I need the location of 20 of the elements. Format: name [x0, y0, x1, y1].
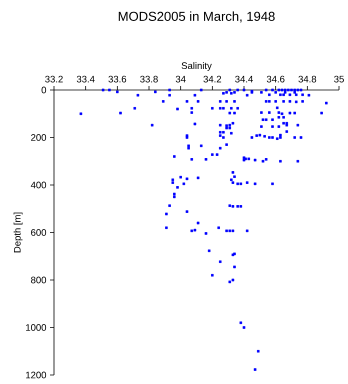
y-tick-label: 1200	[26, 372, 46, 378]
x-tick-label: 35	[334, 76, 344, 82]
y-tick-label: 800	[31, 276, 46, 284]
x-axis-title: Salinity	[182, 62, 212, 71]
y-tick-label: 600	[31, 229, 46, 236]
y-tick-label: 0	[42, 86, 46, 94]
y-tick-label: 1000	[26, 324, 46, 331]
x-tick-label: 34.2	[203, 76, 222, 82]
chart-title: MODS2005 in March, 1948	[118, 11, 275, 22]
x-tick-label: 33.6	[108, 76, 126, 82]
x-tick-label: 34	[176, 76, 186, 82]
x-tick-label: 33.4	[76, 76, 95, 82]
x-tick-label: 34.6	[266, 76, 284, 82]
y-tick-label: 200	[31, 134, 46, 141]
x-tick-label: 33.8	[140, 76, 158, 82]
y-tick-label: 400	[30, 182, 46, 188]
x-tick-label: 34.4	[235, 76, 253, 82]
x-tick-label: 33.2	[45, 76, 63, 82]
x-tick-label: 34.8	[298, 76, 316, 82]
y-axis-title: Depth [m]	[14, 212, 23, 252]
